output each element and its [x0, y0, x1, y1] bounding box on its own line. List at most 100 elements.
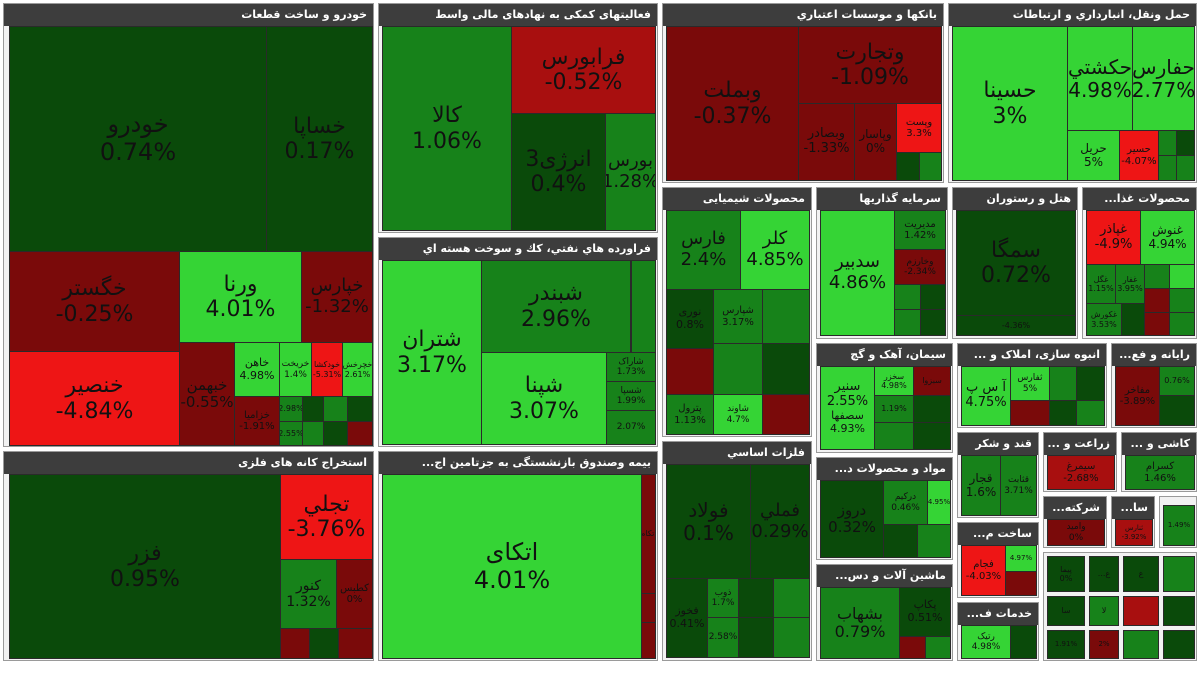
- tile-small-food-4[interactable]: [1169, 288, 1195, 313]
- tile-small-chem-2[interactable]: [666, 348, 714, 395]
- tile-kala[interactable]: کالا 1.06%: [382, 26, 512, 231]
- tile-khahan[interactable]: خاهن 4.98%: [234, 342, 280, 397]
- tile-fakhooz[interactable]: فخوز 0.41%: [666, 578, 708, 658]
- tile-small-auto-7[interactable]: [323, 421, 348, 446]
- tile-small-chem-3[interactable]: [713, 343, 763, 395]
- tile-hkeshti[interactable]: حکشتي 4.98%: [1067, 26, 1133, 131]
- tile-small-auto-2[interactable]: 2.55%: [279, 421, 303, 446]
- tile-fars[interactable]: فارس 2.4%: [666, 210, 741, 290]
- tile-small-cem-2[interactable]: [913, 395, 951, 423]
- tile-modiriat[interactable]: مدیریت 1.42%: [894, 210, 946, 250]
- tile-pakap[interactable]: پکاپ 0.51%: [899, 587, 951, 637]
- tile-beshahab[interactable]: بشهاب 0.79%: [820, 587, 900, 659]
- tile-small-e6[interactable]: 1.91%: [1047, 630, 1085, 659]
- tile-zob[interactable]: ذوب 1.7%: [707, 578, 739, 618]
- tile-tajali[interactable]: تجلي -3.76%: [280, 474, 373, 560]
- tile-small-oil-2[interactable]: [631, 260, 656, 353]
- tile-small-auto-3[interactable]: [302, 396, 324, 422]
- tile-small-mat-1[interactable]: 4.95%: [927, 480, 951, 525]
- tile-ghfar[interactable]: غفار 3.95%: [1115, 264, 1145, 304]
- tile-small-sa[interactable]: سا: [1047, 596, 1085, 626]
- tile-small-inv-1[interactable]: [894, 284, 921, 310]
- tile-small-inv-4[interactable]: [920, 309, 946, 336]
- tile-small-auto-6[interactable]: [302, 421, 324, 446]
- tile-small-comp-1[interactable]: 0.76%: [1159, 366, 1195, 396]
- tile-small-e3[interactable]: [1163, 556, 1195, 592]
- tile-small-build-1[interactable]: 4.97%: [1005, 545, 1037, 572]
- tile-shespa[interactable]: شسپا 1.99%: [606, 381, 656, 411]
- tile-vkharazm[interactable]: وخارزم -2.34%: [894, 249, 946, 285]
- tile-asp[interactable]: آ س پ 4.75%: [961, 366, 1011, 426]
- tile-ghnoosh[interactable]: غنوش 4.94%: [1140, 210, 1195, 265]
- tile-kesram[interactable]: کسرام 1.46%: [1125, 455, 1195, 490]
- tile-khcharkhesh[interactable]: خچرخش 2.61%: [342, 342, 373, 397]
- tile-small-chem-4[interactable]: [762, 343, 810, 395]
- tile-small-oil[interactable]: 2.07%: [606, 410, 656, 445]
- tile-small-ins-1[interactable]: [641, 593, 656, 623]
- tile-small-food-3[interactable]: [1144, 288, 1170, 313]
- tile-khbahman[interactable]: خبهمن -0.55%: [179, 342, 235, 446]
- tile-hsir[interactable]: حسیر -4.07%: [1119, 130, 1159, 181]
- tile-small-metal-1[interactable]: 2.58%: [707, 617, 739, 658]
- tile-hasina[interactable]: حسينا 3%: [952, 26, 1068, 181]
- tile-small-food-2[interactable]: [1169, 264, 1195, 289]
- tile-small-tr-4[interactable]: [1176, 155, 1195, 181]
- tile-khgostar[interactable]: خگستر -0.25%: [9, 251, 180, 352]
- tile-khzamia[interactable]: خزامیا -1.91%: [234, 396, 280, 446]
- tile-small-auto-4[interactable]: [323, 396, 348, 422]
- tile-farabourse[interactable]: فرابورس -0.52%: [511, 26, 656, 114]
- tile-small-tr-1[interactable]: [1158, 130, 1177, 156]
- tile-darooz[interactable]: دروز 0.32%: [820, 480, 884, 558]
- tile-small-food-7[interactable]: [1169, 312, 1195, 336]
- tile-small-e4[interactable]: [1123, 596, 1159, 626]
- tile-small-comp-2[interactable]: [1159, 395, 1195, 426]
- tile-energy3[interactable]: انرژی3 0.4%: [511, 113, 606, 231]
- tile-shepna[interactable]: شپنا 3.07%: [481, 352, 607, 445]
- tile-small-cem-4[interactable]: [913, 422, 951, 450]
- tile-small-e5[interactable]: [1163, 596, 1195, 626]
- tile-small-cem-3[interactable]: [874, 422, 914, 450]
- tile-khsapa[interactable]: خساپا 0.17%: [266, 26, 373, 252]
- tile-vomid[interactable]: وامید 0%: [1047, 519, 1105, 546]
- tile-small-mat-2[interactable]: [883, 524, 918, 558]
- tile-khpars[interactable]: خپارس -1.32%: [301, 251, 373, 343]
- tile-varna[interactable]: ورنا 4.01%: [179, 251, 302, 343]
- tile-small-hotel[interactable]: -4.36%: [956, 315, 1076, 336]
- tile-hrail[interactable]: حریل 5%: [1067, 130, 1120, 181]
- tile-small-metal-4[interactable]: [738, 617, 774, 658]
- tile-sfars[interactable]: ثفارس 5%: [1010, 366, 1050, 401]
- tile-small-chem-5[interactable]: [762, 394, 810, 435]
- tile-vpasar[interactable]: وپاسار 0%: [854, 103, 897, 181]
- tile-fajam[interactable]: فجام -4.03%: [961, 545, 1006, 596]
- tile-khnasir[interactable]: خنصیر -4.84%: [9, 351, 180, 446]
- tile-vpost[interactable]: وپست 3.3%: [896, 103, 942, 153]
- tile-small-inv-3[interactable]: [894, 309, 921, 336]
- tile-kolor[interactable]: کلر 4.85%: [740, 210, 810, 290]
- tile-vbsader[interactable]: وبصادر -1.33%: [798, 103, 855, 181]
- tile-noori[interactable]: نوری 0.8%: [666, 289, 714, 349]
- tile-sanir[interactable]: سنیر 2.55% سصفها 4.93%: [820, 366, 875, 450]
- tile-small-metal-5[interactable]: [773, 617, 810, 658]
- tile-small-metal-2[interactable]: [738, 578, 774, 618]
- tile-small-mining-2[interactable]: [309, 628, 339, 659]
- tile-shpars[interactable]: شپارس 3.17%: [713, 289, 763, 344]
- tile-pima[interactable]: پیما 0%: [1047, 556, 1085, 592]
- tile-darkim[interactable]: درکیم 0.46%: [883, 480, 928, 525]
- tile-small-inv-2[interactable]: [920, 284, 946, 310]
- tile-small-con-3[interactable]: [1010, 400, 1050, 426]
- tile-small-food-1[interactable]: [1144, 264, 1170, 289]
- tile-small-mach-2[interactable]: [925, 636, 951, 659]
- tile-small-serv-1[interactable]: [1010, 625, 1037, 659]
- tile-small-e8[interactable]: [1123, 630, 1159, 659]
- tile-sharak[interactable]: شاراک 1.73%: [606, 352, 656, 382]
- tile-small-auto-8[interactable]: [347, 421, 373, 446]
- tile-small-la[interactable]: لا: [1089, 596, 1119, 626]
- tile-hfars[interactable]: حفارس 2.77%: [1132, 26, 1195, 131]
- tile-small-mach-1[interactable]: [899, 636, 926, 659]
- tile-atkai[interactable]: اتکای 4.01%: [382, 474, 642, 659]
- tile-small-food-6[interactable]: [1144, 312, 1170, 336]
- tile-small-e9[interactable]: [1163, 630, 1195, 659]
- tile-foolad[interactable]: فولاد 0.1%: [666, 464, 751, 579]
- tile-khrikht[interactable]: خریخت 1.4%: [279, 342, 312, 397]
- tile-small-build-2[interactable]: [1005, 571, 1037, 596]
